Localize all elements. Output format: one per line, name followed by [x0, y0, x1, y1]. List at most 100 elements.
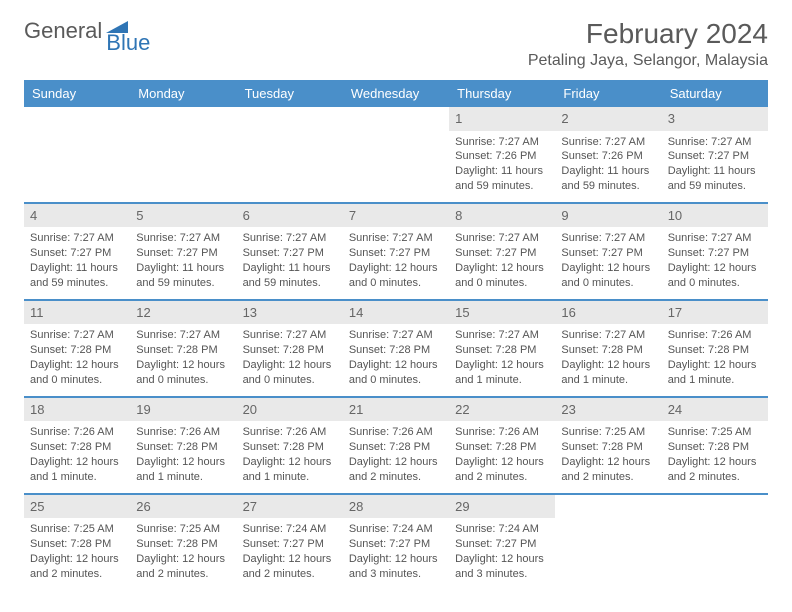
- daylight-text: Daylight: 12 hours and 0 minutes.: [455, 261, 549, 291]
- sunset-text: Sunset: 7:28 PM: [30, 537, 124, 552]
- sunset-text: Sunset: 7:28 PM: [349, 440, 443, 455]
- day-number: 19: [130, 398, 236, 422]
- sunset-text: Sunset: 7:27 PM: [455, 246, 549, 261]
- day-number: 10: [662, 204, 768, 228]
- sunrise-text: Sunrise: 7:24 AM: [455, 522, 549, 537]
- sunrise-text: Sunrise: 7:27 AM: [243, 328, 337, 343]
- sunrise-text: Sunrise: 7:26 AM: [349, 425, 443, 440]
- sunset-text: Sunset: 7:27 PM: [668, 149, 762, 164]
- header: General Blue February 2024 Petaling Jaya…: [24, 18, 768, 70]
- daylight-text: Daylight: 12 hours and 0 minutes.: [668, 261, 762, 291]
- sunset-text: Sunset: 7:28 PM: [455, 343, 549, 358]
- daylight-text: Daylight: 11 hours and 59 minutes.: [668, 164, 762, 194]
- calendar-row: 11Sunrise: 7:27 AMSunset: 7:28 PMDayligh…: [24, 300, 768, 397]
- calendar-cell: [555, 494, 661, 590]
- day-number: 14: [343, 301, 449, 325]
- calendar-cell: 20Sunrise: 7:26 AMSunset: 7:28 PMDayligh…: [237, 397, 343, 494]
- calendar-header-row: Sunday Monday Tuesday Wednesday Thursday…: [24, 80, 768, 107]
- sunrise-text: Sunrise: 7:27 AM: [136, 231, 230, 246]
- day-number: 5: [130, 204, 236, 228]
- logo: General Blue: [24, 18, 150, 44]
- daylight-text: Daylight: 12 hours and 1 minute.: [136, 455, 230, 485]
- daylight-text: Daylight: 12 hours and 1 minute.: [668, 358, 762, 388]
- sunrise-text: Sunrise: 7:26 AM: [136, 425, 230, 440]
- calendar-cell: 17Sunrise: 7:26 AMSunset: 7:28 PMDayligh…: [662, 300, 768, 397]
- day-number: 12: [130, 301, 236, 325]
- day-number: 7: [343, 204, 449, 228]
- sunset-text: Sunset: 7:27 PM: [561, 246, 655, 261]
- day-number: 15: [449, 301, 555, 325]
- col-sunday: Sunday: [24, 80, 130, 107]
- daylight-text: Daylight: 12 hours and 2 minutes.: [455, 455, 549, 485]
- daylight-text: Daylight: 11 hours and 59 minutes.: [136, 261, 230, 291]
- day-number: 29: [449, 495, 555, 519]
- day-number: 4: [24, 204, 130, 228]
- daylight-text: Daylight: 12 hours and 3 minutes.: [455, 552, 549, 582]
- calendar-cell: 5 Sunrise: 7:27 AMSunset: 7:27 PMDaylight…: [130, 203, 236, 300]
- sunset-text: Sunset: 7:27 PM: [136, 246, 230, 261]
- sunset-text: Sunset: 7:27 PM: [349, 246, 443, 261]
- day-number: 9: [555, 204, 661, 228]
- title-area: February 2024 Petaling Jaya, Selangor, M…: [528, 18, 768, 70]
- day-number: 6: [237, 204, 343, 228]
- sunset-text: Sunset: 7:28 PM: [30, 440, 124, 455]
- calendar-cell: [237, 107, 343, 203]
- sunset-text: Sunset: 7:28 PM: [243, 343, 337, 358]
- sunrise-text: Sunrise: 7:27 AM: [561, 135, 655, 150]
- sunrise-text: Sunrise: 7:25 AM: [136, 522, 230, 537]
- sunrise-text: Sunrise: 7:27 AM: [561, 328, 655, 343]
- calendar-cell: 24Sunrise: 7:25 AMSunset: 7:28 PMDayligh…: [662, 397, 768, 494]
- calendar-cell: 1Sunrise: 7:27 AMSunset: 7:26 PMDaylight…: [449, 107, 555, 203]
- daylight-text: Daylight: 11 hours and 59 minutes.: [561, 164, 655, 194]
- daylight-text: Daylight: 12 hours and 2 minutes.: [136, 552, 230, 582]
- sunset-text: Sunset: 7:28 PM: [136, 440, 230, 455]
- sunrise-text: Sunrise: 7:27 AM: [136, 328, 230, 343]
- sunset-text: Sunset: 7:27 PM: [243, 246, 337, 261]
- calendar-cell: [24, 107, 130, 203]
- daylight-text: Daylight: 12 hours and 0 minutes.: [349, 358, 443, 388]
- daylight-text: Daylight: 12 hours and 2 minutes.: [668, 455, 762, 485]
- sunrise-text: Sunrise: 7:27 AM: [455, 135, 549, 150]
- daylight-text: Daylight: 12 hours and 1 minute.: [455, 358, 549, 388]
- calendar-cell: 22Sunrise: 7:26 AMSunset: 7:28 PMDayligh…: [449, 397, 555, 494]
- sunrise-text: Sunrise: 7:27 AM: [30, 231, 124, 246]
- calendar-cell: 28Sunrise: 7:24 AMSunset: 7:27 PMDayligh…: [343, 494, 449, 590]
- calendar-cell: 9Sunrise: 7:27 AMSunset: 7:27 PMDaylight…: [555, 203, 661, 300]
- day-number: 16: [555, 301, 661, 325]
- day-number: 11: [24, 301, 130, 325]
- daylight-text: Daylight: 12 hours and 0 minutes.: [136, 358, 230, 388]
- sunset-text: Sunset: 7:28 PM: [668, 440, 762, 455]
- calendar-cell: 15Sunrise: 7:27 AMSunset: 7:28 PMDayligh…: [449, 300, 555, 397]
- daylight-text: Daylight: 12 hours and 2 minutes.: [561, 455, 655, 485]
- sunset-text: Sunset: 7:27 PM: [243, 537, 337, 552]
- sunset-text: Sunset: 7:28 PM: [561, 343, 655, 358]
- daylight-text: Daylight: 12 hours and 1 minute.: [243, 455, 337, 485]
- day-number: 25: [24, 495, 130, 519]
- calendar-cell: 6Sunrise: 7:27 AMSunset: 7:27 PMDaylight…: [237, 203, 343, 300]
- calendar-cell: 7Sunrise: 7:27 AMSunset: 7:27 PMDaylight…: [343, 203, 449, 300]
- sunset-text: Sunset: 7:26 PM: [561, 149, 655, 164]
- sunset-text: Sunset: 7:28 PM: [455, 440, 549, 455]
- calendar-cell: 10Sunrise: 7:27 AMSunset: 7:27 PMDayligh…: [662, 203, 768, 300]
- daylight-text: Daylight: 12 hours and 0 minutes.: [561, 261, 655, 291]
- calendar-body: 1Sunrise: 7:27 AMSunset: 7:26 PMDaylight…: [24, 107, 768, 590]
- day-number: 3: [662, 107, 768, 131]
- calendar-cell: 21Sunrise: 7:26 AMSunset: 7:28 PMDayligh…: [343, 397, 449, 494]
- calendar-cell: 3Sunrise: 7:27 AMSunset: 7:27 PMDaylight…: [662, 107, 768, 203]
- col-thursday: Thursday: [449, 80, 555, 107]
- day-number: 17: [662, 301, 768, 325]
- daylight-text: Daylight: 11 hours and 59 minutes.: [30, 261, 124, 291]
- col-monday: Monday: [130, 80, 236, 107]
- sunset-text: Sunset: 7:27 PM: [455, 537, 549, 552]
- day-number: 28: [343, 495, 449, 519]
- daylight-text: Daylight: 12 hours and 2 minutes.: [30, 552, 124, 582]
- sunrise-text: Sunrise: 7:26 AM: [30, 425, 124, 440]
- calendar-cell: 23Sunrise: 7:25 AMSunset: 7:28 PMDayligh…: [555, 397, 661, 494]
- daylight-text: Daylight: 12 hours and 2 minutes.: [349, 455, 443, 485]
- sunset-text: Sunset: 7:28 PM: [243, 440, 337, 455]
- daylight-text: Daylight: 12 hours and 0 minutes.: [349, 261, 443, 291]
- sunset-text: Sunset: 7:28 PM: [136, 537, 230, 552]
- sunrise-text: Sunrise: 7:26 AM: [668, 328, 762, 343]
- calendar-row: 25Sunrise: 7:25 AMSunset: 7:28 PMDayligh…: [24, 494, 768, 590]
- day-number: 20: [237, 398, 343, 422]
